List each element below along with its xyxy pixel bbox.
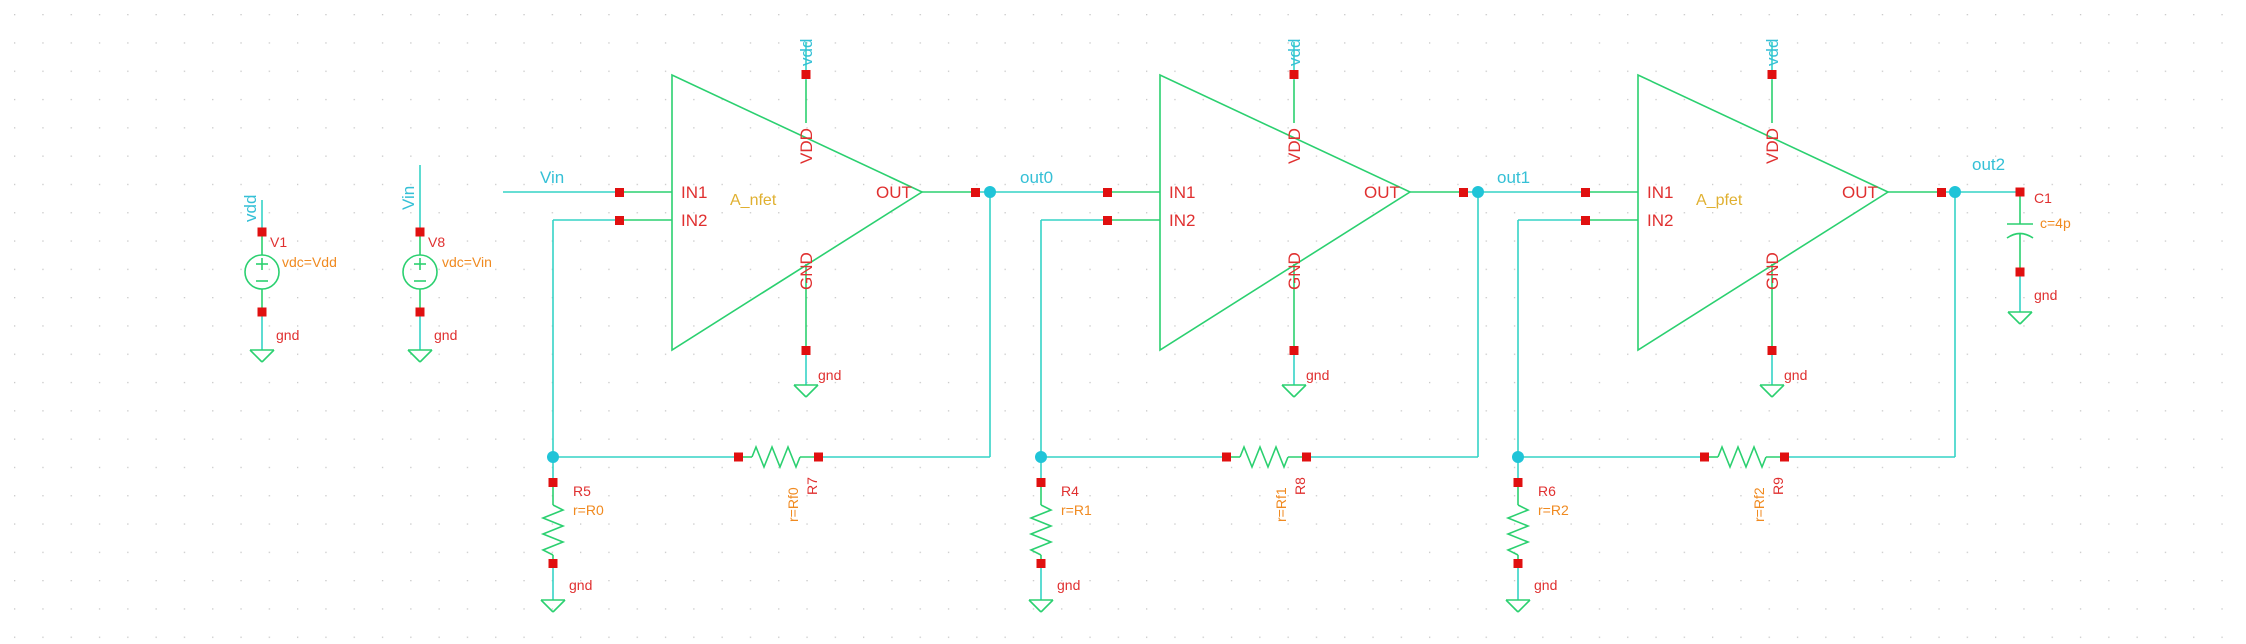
stage-2-out-net-label: out1 bbox=[1497, 168, 1530, 187]
input-net-label: Vin bbox=[540, 168, 564, 187]
stage-2-rg-ground-label: gnd bbox=[1057, 577, 1080, 593]
junction-dots bbox=[547, 186, 1961, 463]
stage-3-rg-param: r=R2 bbox=[1538, 502, 1569, 518]
source-v1[interactable]: vdd V1 vdc=Vdd gnd bbox=[241, 195, 337, 363]
ground-symbol bbox=[1505, 599, 1531, 613]
stage-1-rf-instance: R7 bbox=[804, 477, 820, 495]
stage-1-gnd-label: GND bbox=[797, 252, 816, 290]
stage-2-rg-param: r=R1 bbox=[1061, 502, 1092, 518]
stage-1-rf-param: r=Rf0 bbox=[785, 487, 801, 522]
amplifier-2[interactable]: IN1 IN2 VDD GND OUT bbox=[1112, 73, 1463, 355]
stage-3-out-net-label: out2 bbox=[1972, 155, 2005, 174]
source-v8[interactable]: Vin V8 vdc=Vin gnd bbox=[399, 165, 492, 363]
resistor-rf-3[interactable]: R9 r=Rf2 bbox=[1704, 444, 1786, 522]
input-net: Vin bbox=[503, 168, 619, 193]
stage-1-vdd-label: VDD bbox=[797, 128, 816, 164]
ground-symbol bbox=[540, 599, 566, 613]
resistor-rg-1[interactable]: R5 r=R0 gnd bbox=[540, 457, 604, 613]
stage-3[interactable]: IN1 IN2 VDD GND OUT A_pfet vdd gnd out2 … bbox=[1505, 39, 2020, 613]
ground-symbol bbox=[1281, 384, 1307, 398]
amplifier-3[interactable]: IN1 IN2 VDD GND OUT A_pfet bbox=[1590, 73, 1941, 355]
stage-3-vdd-label: VDD bbox=[1763, 128, 1782, 164]
stage-2-supply-label: vdd bbox=[1285, 39, 1304, 66]
ground-symbol bbox=[249, 349, 275, 363]
stage-2-rg-instance: R4 bbox=[1061, 483, 1079, 499]
stage-1-supply-label: vdd bbox=[797, 39, 816, 66]
stage-3-out-label: OUT bbox=[1842, 183, 1878, 202]
source-v8-net-label: Vin bbox=[399, 186, 418, 210]
ground-symbol bbox=[1759, 384, 1785, 398]
stage-1-out-net-label: out0 bbox=[1020, 168, 1053, 187]
stage-2-out-label: OUT bbox=[1364, 183, 1400, 202]
stage-3-rg-ground-label: gnd bbox=[1534, 577, 1557, 593]
stage-1-rg-param: r=R0 bbox=[573, 502, 604, 518]
ground-symbol bbox=[1028, 599, 1054, 613]
stage-1-cell-name: A_nfet bbox=[730, 192, 777, 209]
stage-3-in1-label: IN1 bbox=[1647, 183, 1673, 202]
stage-1-ground-label: gnd bbox=[818, 367, 841, 383]
stage-2-rf-instance: R8 bbox=[1292, 477, 1308, 495]
stage-2-ground-label: gnd bbox=[1306, 367, 1329, 383]
stage-1-in1-label: IN1 bbox=[681, 183, 707, 202]
source-v1-param: vdc=Vdd bbox=[282, 254, 337, 270]
stage-3-rf-instance: R9 bbox=[1770, 477, 1786, 495]
stage-1-rg-instance: R5 bbox=[573, 483, 591, 499]
source-v8-param: vdc=Vin bbox=[442, 254, 492, 270]
stage-2-in2-label: IN2 bbox=[1169, 211, 1195, 230]
stage-3-cell-name: A_pfet bbox=[1696, 192, 1743, 209]
load-capacitor[interactable]: C1 c=4p gnd bbox=[2006, 187, 2071, 325]
stage-2-vdd-label: VDD bbox=[1285, 128, 1304, 164]
stage-1-out-label: OUT bbox=[876, 183, 912, 202]
source-v8-ground-label: gnd bbox=[434, 327, 457, 343]
stage-3-gnd-label: GND bbox=[1763, 252, 1782, 290]
ground-symbol bbox=[2007, 311, 2033, 325]
source-v8-instance: V8 bbox=[428, 234, 445, 250]
resistor-rf-1[interactable]: R7 r=Rf0 bbox=[738, 444, 820, 522]
ground-symbol bbox=[793, 384, 819, 398]
source-v1-instance: V1 bbox=[270, 234, 287, 250]
stage-1-in2-label: IN2 bbox=[681, 211, 707, 230]
pin-markers bbox=[548, 70, 1946, 568]
stage-1[interactable]: IN1 IN2 VDD GND OUT A_nfet vdd gnd out0 … bbox=[540, 39, 1105, 613]
load-capacitor-ground-label: gnd bbox=[2034, 287, 2057, 303]
resistor-rf-2[interactable]: R8 r=Rf1 bbox=[1226, 444, 1308, 522]
amplifier-1[interactable]: IN1 IN2 VDD GND OUT A_nfet bbox=[624, 73, 975, 355]
stage-3-rf-param: r=Rf2 bbox=[1751, 487, 1767, 522]
stage-3-rg-instance: R6 bbox=[1538, 483, 1556, 499]
stage-3-in2-label: IN2 bbox=[1647, 211, 1673, 230]
stage-2-in1-label: IN1 bbox=[1169, 183, 1195, 202]
stage-3-ground-label: gnd bbox=[1784, 367, 1807, 383]
load-capacitor-param: c=4p bbox=[2040, 215, 2071, 231]
source-v1-ground-label: gnd bbox=[276, 327, 299, 343]
stage-3-supply-label: vdd bbox=[1763, 39, 1782, 66]
ground-symbol bbox=[407, 349, 433, 363]
source-v1-net-label: vdd bbox=[241, 195, 260, 222]
stage-2-gnd-label: GND bbox=[1285, 252, 1304, 290]
load-capacitor-instance: C1 bbox=[2034, 190, 2052, 206]
stage-2-rf-param: r=Rf1 bbox=[1273, 487, 1289, 522]
stage-1-rg-ground-label: gnd bbox=[569, 577, 592, 593]
resistor-rg-3[interactable]: R6 r=R2 gnd bbox=[1505, 457, 1569, 613]
